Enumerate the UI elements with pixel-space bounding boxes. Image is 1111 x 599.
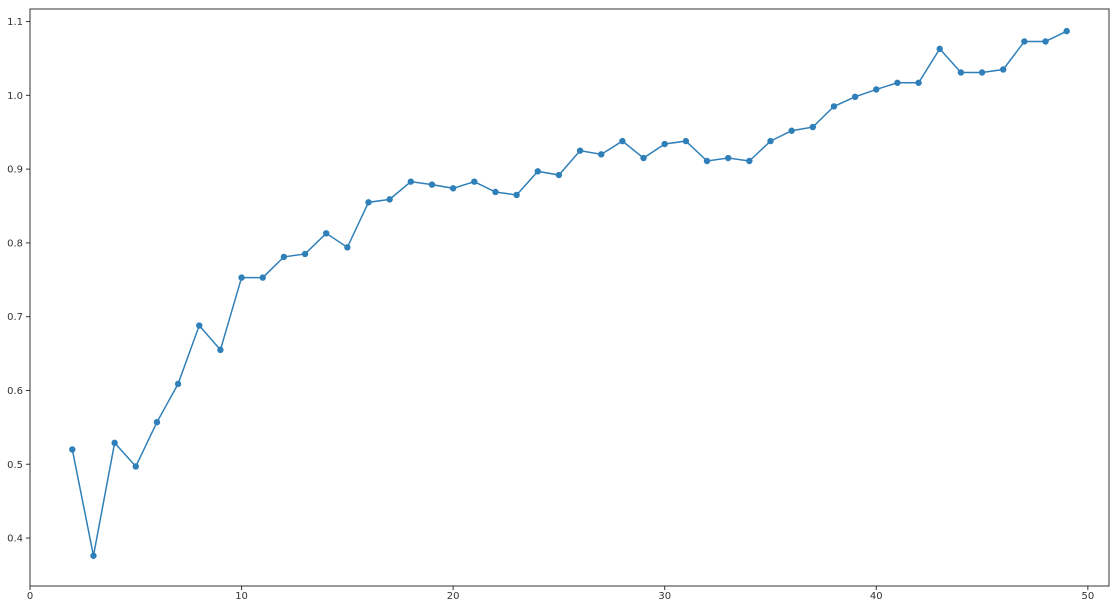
data-point	[217, 346, 224, 354]
data-point	[682, 137, 690, 145]
data-point	[238, 274, 245, 281]
data-point	[809, 123, 817, 131]
data-point	[69, 446, 76, 453]
data-point	[873, 86, 880, 93]
data-point	[619, 137, 626, 145]
x-tick-label: 20	[447, 591, 460, 599]
data-point	[724, 154, 732, 162]
x-tick-label: 10	[235, 591, 248, 599]
y-tick-label: 1.0	[7, 91, 23, 102]
y-tick-label: 0.4	[7, 534, 23, 545]
data-point	[555, 171, 563, 179]
data-point	[788, 127, 795, 134]
y-tick-label: 1.1	[7, 17, 23, 28]
data-point	[978, 69, 986, 76]
data-point	[598, 151, 605, 158]
data-point	[407, 178, 415, 185]
data-point	[640, 154, 647, 162]
data-point	[661, 140, 668, 148]
y-tick-label: 0.9	[7, 165, 23, 176]
data-point	[386, 196, 393, 203]
y-tick-label: 0.5	[7, 460, 23, 471]
data-point	[851, 93, 859, 101]
data-point	[1000, 66, 1007, 73]
x-tick-label: 0	[27, 591, 33, 599]
data-point	[1063, 27, 1070, 35]
y-tick-label: 0.6	[7, 386, 23, 397]
data-point	[132, 463, 139, 470]
data-point	[915, 79, 922, 86]
data-point	[471, 178, 478, 185]
x-tick-label: 30	[658, 591, 671, 599]
data-point	[1021, 38, 1028, 45]
data-point	[534, 168, 541, 175]
data-point	[90, 552, 97, 559]
data-point	[703, 157, 711, 165]
data-point	[576, 147, 584, 154]
data-point	[1042, 38, 1049, 45]
data-point	[428, 181, 436, 188]
data-point	[957, 69, 965, 76]
series-group	[69, 27, 1070, 559]
data-point	[174, 380, 182, 388]
data-point	[449, 185, 457, 192]
data-point	[196, 322, 203, 329]
y-tick-label: 0.8	[7, 238, 23, 249]
axes	[29, 8, 1110, 587]
data-point	[259, 274, 266, 281]
data-point	[492, 188, 499, 196]
data-point	[301, 250, 309, 258]
data-point	[894, 79, 901, 86]
series-line	[71, 30, 1068, 556]
x-tick-label: 50	[1081, 591, 1094, 599]
x-axis-ticks: 0 10 20 30 40 50	[27, 586, 1094, 599]
x-tick-label: 40	[870, 591, 883, 599]
data-point	[830, 103, 838, 110]
data-point	[280, 253, 288, 261]
data-point	[365, 199, 372, 206]
data-point	[153, 418, 161, 426]
data-point	[344, 244, 351, 251]
data-point	[322, 230, 330, 237]
data-point	[746, 157, 753, 165]
data-point	[513, 191, 520, 199]
axes-frame	[29, 8, 1110, 587]
y-axis-ticks: 0.4 0.5 0.6 0.7 0.8 0.9 1.0 1.1	[7, 17, 30, 545]
data-point	[936, 45, 943, 53]
data-point	[767, 137, 774, 145]
data-point	[111, 439, 118, 447]
y-tick-label: 0.7	[7, 312, 23, 323]
